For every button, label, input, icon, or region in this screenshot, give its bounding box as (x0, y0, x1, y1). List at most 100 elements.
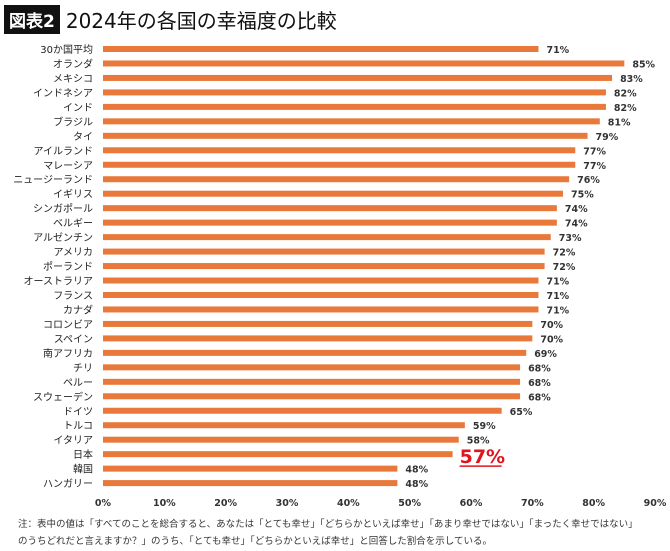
bar (103, 234, 551, 241)
chart-title: 2024年の各国の幸福度の比較 (65, 8, 337, 33)
bar (103, 46, 539, 52)
bar (103, 335, 533, 342)
value-label: 85% (632, 59, 655, 70)
category-label: ペルー (63, 378, 93, 389)
value-label: 72% (553, 262, 576, 273)
x-tick-label: 90% (644, 498, 667, 509)
value-label: 68% (528, 378, 551, 389)
value-label: 58% (467, 436, 490, 447)
category-label: 30か国平均 (40, 44, 93, 56)
value-label: 48% (405, 465, 428, 476)
bar (103, 306, 539, 313)
category-label: チリ (73, 362, 93, 374)
bar (103, 465, 398, 472)
category-label: スウェーデン (33, 390, 93, 403)
bar (103, 378, 521, 385)
category-label: シンガポール (33, 203, 93, 215)
bar (103, 263, 545, 270)
category-label: イギリス (53, 189, 93, 201)
value-label: 71% (546, 291, 569, 302)
category-label: コロンビア (43, 319, 93, 331)
category-label: 韓国 (73, 464, 93, 476)
bar (103, 436, 459, 443)
bar (103, 407, 502, 414)
category-label: カナダ (63, 303, 93, 316)
bar (103, 205, 557, 212)
value-label: 75% (571, 190, 594, 201)
bar (103, 103, 606, 110)
bar (103, 291, 539, 298)
value-label: 71% (546, 45, 569, 56)
bar (103, 147, 576, 154)
bar (103, 89, 606, 96)
value-label: 76% (577, 175, 600, 186)
bar (103, 364, 521, 371)
value-label-highlight: 57% (460, 446, 505, 468)
footnote-line-1: 注：表中の値は「すべてのことを総合すると、あなたは「とても幸せ」「どちらかといえ… (18, 519, 638, 530)
value-label: 59% (473, 421, 496, 432)
category-label: 日本 (73, 448, 93, 461)
category-label: アルゼンチン (33, 232, 93, 244)
x-tick-label: 30% (276, 498, 299, 509)
value-label: 74% (565, 219, 588, 230)
bar (103, 320, 533, 327)
category-label: フランス (53, 290, 93, 302)
value-label: 77% (583, 161, 606, 172)
bar (103, 60, 625, 67)
x-tick-label: 40% (337, 498, 360, 509)
category-label: ブラジル (53, 115, 93, 128)
bar (103, 74, 613, 81)
value-label: 72% (553, 248, 576, 259)
value-label: 77% (583, 146, 606, 157)
bar-chart: 30か国平均 71% オランダ 85% メキシコ 83% インドネシア 82% インド 82% ブラ… (13, 44, 667, 509)
value-label: 65% (510, 407, 533, 418)
bar (103, 248, 545, 255)
value-label: 48% (405, 479, 428, 490)
category-label: インドネシア (33, 87, 93, 99)
category-label: イタリア (53, 435, 93, 447)
bar (103, 422, 465, 429)
category-label: オランダ (53, 57, 93, 70)
value-label: 82% (614, 88, 637, 99)
category-label: ポーランド (43, 261, 93, 273)
category-label: メキシコ (53, 74, 93, 85)
x-tick-label: 10% (153, 498, 176, 509)
figure-badge: 図表2 (4, 4, 60, 34)
bar (103, 161, 576, 168)
value-label: 74% (565, 204, 588, 215)
category-label: ベルギー (53, 218, 93, 230)
value-label: 69% (534, 349, 557, 360)
footnote-line-2: のうちどれだと言えますか？」のうち、「とても幸せ」「どちらかといえば幸せ」と回答… (18, 536, 492, 547)
x-tick-label: 20% (214, 498, 237, 509)
value-label: 71% (546, 305, 569, 316)
bar (103, 451, 453, 458)
bar (103, 176, 570, 183)
category-label: スペイン (54, 334, 93, 345)
category-label: オーストラリア (24, 276, 94, 288)
x-tick-label: 50% (398, 498, 421, 509)
bar (103, 219, 557, 226)
category-label: ハンガリー (43, 478, 93, 490)
category-label: ドイツ (63, 407, 93, 418)
bar (103, 393, 521, 400)
category-label: アイルランド (34, 145, 94, 157)
x-tick-label: 0% (95, 498, 112, 509)
value-label: 73% (559, 233, 582, 244)
bar (103, 118, 600, 125)
value-label: 82% (614, 103, 637, 114)
bar (103, 480, 398, 487)
bar (103, 277, 539, 284)
x-tick-label: 70% (521, 498, 544, 509)
x-tick-label: 80% (582, 498, 605, 509)
value-label: 81% (608, 117, 631, 128)
category-label: アメリカ (54, 247, 94, 259)
value-label: 70% (540, 320, 563, 331)
value-label: 68% (528, 363, 551, 374)
bar (103, 132, 588, 139)
x-tick-label: 60% (460, 498, 483, 509)
category-label: ニュージーランド (13, 174, 93, 186)
bar (103, 190, 563, 197)
category-label: タイ (73, 131, 93, 143)
value-label: 71% (546, 277, 569, 288)
